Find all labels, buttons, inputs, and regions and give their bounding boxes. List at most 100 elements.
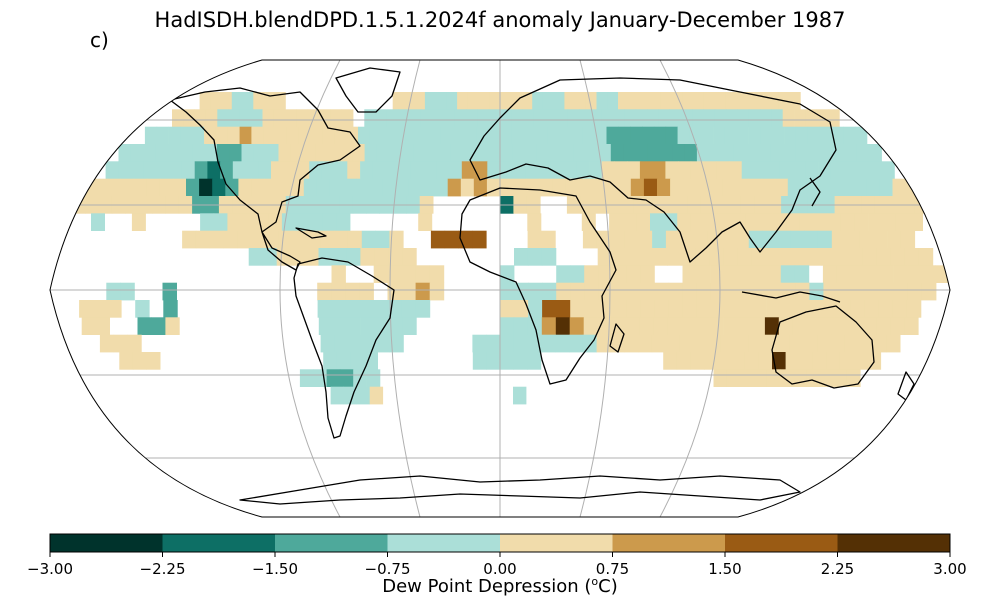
anomaly-cell [258, 161, 272, 179]
anomaly-cell [733, 144, 747, 162]
anomaly-cell [663, 352, 678, 370]
anomaly-cell [429, 265, 445, 283]
anomaly-cell [217, 109, 229, 127]
colorbar-swatch [275, 534, 388, 552]
anomaly-cell [850, 300, 866, 318]
anomaly-cell [768, 92, 780, 110]
anomaly-cell [227, 126, 240, 145]
anomaly-cell [460, 178, 475, 197]
anomaly-cell [253, 144, 267, 162]
anomaly-cell [909, 213, 923, 231]
anomaly-cell [682, 282, 698, 301]
anomaly-cell [626, 265, 641, 283]
anomaly-cell [858, 334, 873, 353]
anomaly-cell [382, 178, 396, 197]
anomaly-cell [251, 178, 265, 197]
anomaly-cell [232, 161, 246, 179]
anomaly-cell [654, 282, 670, 301]
anomaly-cell [182, 230, 197, 249]
anomaly-cell [309, 213, 324, 231]
anomaly-cell [868, 213, 883, 231]
anomaly-cell [239, 126, 252, 145]
anomaly-cell [285, 109, 297, 127]
anomaly-cell [326, 369, 341, 387]
anomaly-cell [676, 352, 691, 370]
anomaly-cell [803, 334, 818, 353]
anomaly-cell [601, 161, 615, 179]
anomaly-cell [787, 178, 802, 197]
anomaly-cell [767, 282, 782, 301]
anomaly-cell [626, 300, 641, 318]
anomaly-cell [118, 161, 132, 179]
anomaly-cell [486, 334, 501, 353]
anomaly-cell [667, 248, 682, 266]
anomaly-cell [81, 317, 96, 335]
anomaly-cell [450, 144, 464, 162]
anomaly-cell [420, 109, 433, 127]
anomaly-cell [93, 300, 108, 318]
anomaly-cell [389, 334, 404, 353]
anomaly-cell [159, 178, 174, 197]
anomaly-cell [329, 178, 344, 197]
anomaly-cell [172, 109, 184, 127]
anomaly-cell [513, 317, 529, 335]
anomaly-cell [447, 178, 462, 197]
anomaly-cell [794, 109, 806, 127]
anomaly-cell [290, 178, 305, 197]
anomaly-cell [375, 334, 390, 353]
map-boundary [49, 59, 951, 518]
anomaly-cell [682, 300, 697, 318]
anomaly-cell [692, 109, 704, 127]
anomaly-cell [514, 248, 529, 266]
anomaly-cell [343, 178, 357, 197]
anomaly-cell [827, 213, 842, 231]
anomaly-cell [596, 230, 611, 249]
anomaly-cell [452, 126, 465, 145]
anomaly-cell [350, 352, 365, 370]
anomaly-cell [556, 300, 571, 318]
anomaly-cell [668, 282, 684, 301]
anomaly-cell [844, 334, 860, 353]
anomaly-cell [127, 334, 142, 353]
anomaly-cell [843, 161, 857, 179]
anomaly-cell [461, 161, 475, 179]
anomaly-cell [754, 161, 768, 179]
anomaly-cell [409, 109, 422, 127]
anomaly-cell [472, 230, 487, 249]
anomaly-cell [859, 230, 874, 249]
anomaly-cell [332, 248, 347, 266]
anomaly-cell [596, 92, 608, 110]
anomaly-cell [542, 92, 554, 110]
anomaly-cell [500, 317, 515, 335]
anomaly-cell [204, 144, 218, 162]
anomaly-cell [781, 282, 796, 301]
anomaly-cell [488, 109, 501, 127]
anomaly-cell [387, 265, 403, 283]
anomaly-cell [424, 92, 436, 110]
anomaly-cell [760, 109, 772, 127]
anomaly-cell [316, 178, 331, 197]
anomaly-cell [358, 126, 371, 145]
anomaly-cell [364, 109, 376, 127]
anomaly-cell [346, 317, 361, 335]
anomaly-cell [827, 178, 841, 197]
anomaly-cell [806, 369, 821, 387]
anomaly-cell [710, 282, 726, 301]
anomaly-cell [667, 317, 682, 335]
graticule [50, 60, 950, 517]
anomaly-cell [322, 126, 335, 145]
anomaly-cell [890, 248, 906, 266]
anomaly-cell [541, 230, 556, 249]
anomaly-cell [402, 248, 417, 266]
anomaly-cell [347, 161, 361, 179]
anomaly-cell [341, 109, 354, 127]
anomaly-cell [677, 213, 692, 231]
anomaly-cell [690, 352, 705, 370]
anomaly-cell [500, 352, 514, 370]
anomaly-cell [418, 213, 433, 231]
anomaly-cell [831, 230, 846, 249]
anomaly-cell [624, 109, 637, 127]
anomaly-cell [513, 386, 527, 405]
anomaly-cell [199, 92, 211, 110]
anomaly-cell [303, 178, 318, 197]
